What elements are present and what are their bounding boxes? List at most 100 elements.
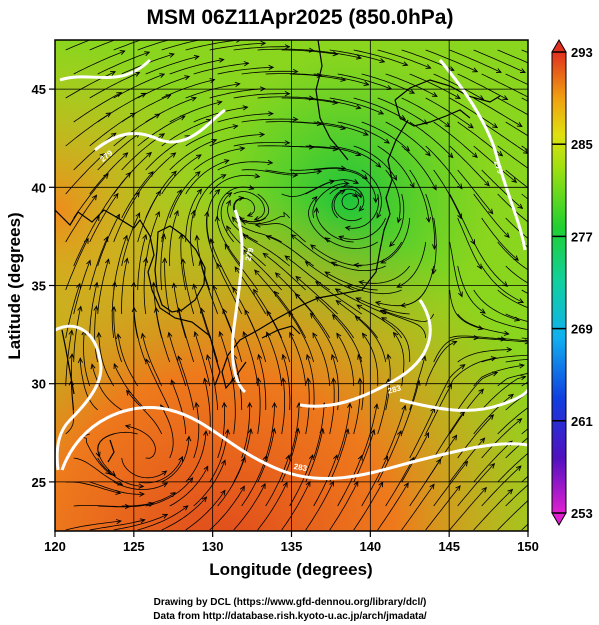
streamline [481, 73, 528, 98]
streamline [257, 96, 314, 99]
streamline-arrowhead [376, 212, 382, 219]
streamline [497, 452, 528, 483]
streamline-arrowhead [253, 288, 259, 295]
streamline [377, 430, 402, 483]
streamline [359, 265, 411, 284]
streamline-arrowhead [497, 150, 504, 157]
streamline [98, 332, 115, 387]
streamline-arrowhead [280, 377, 287, 384]
streamline [457, 372, 498, 411]
x-tick-label: 125 [123, 539, 145, 554]
streamline [169, 59, 224, 75]
streamline-arrowhead [113, 192, 119, 199]
streamline [137, 115, 186, 147]
gridlines [55, 40, 528, 531]
streamline [206, 354, 219, 411]
streamline [199, 260, 219, 315]
streamline-arrowhead [110, 470, 116, 477]
streamline [362, 333, 379, 387]
streamline-arrowhead [292, 68, 299, 75]
streamline-arrowhead [96, 331, 102, 338]
streamline-arrowhead [159, 73, 166, 79]
streamline-arrowhead [330, 261, 337, 267]
streamline-arrowhead [379, 58, 386, 64]
streamline [193, 284, 211, 339]
colorbar: 293 285 277 269 261 253 [551, 39, 593, 526]
streamline-arrowhead [218, 330, 224, 337]
streamline-arrowhead [294, 293, 301, 299]
streamline-arrowhead [343, 180, 350, 187]
streamline [345, 193, 380, 229]
chart-title: MSM 06Z11Apr2025 (850.0hPa) [147, 6, 454, 29]
streamline [217, 402, 226, 459]
streamline-arrowhead [431, 268, 437, 275]
streamline-arrowhead [305, 377, 311, 384]
streamline-arrowhead [536, 273, 541, 277]
streamline-arrowhead [573, 340, 578, 344]
contour-label: 283 [293, 462, 308, 473]
streamline [305, 97, 361, 109]
streamline [497, 500, 528, 531]
streamline-arrowhead [134, 71, 141, 77]
streamline [89, 72, 140, 99]
streamline [291, 234, 338, 267]
streamline-arrowhead [162, 513, 169, 519]
streamline [243, 331, 259, 387]
streamline [289, 332, 307, 387]
streamline [288, 311, 315, 363]
streamline [382, 310, 435, 322]
streamline-arrowhead [457, 213, 462, 220]
streamline [233, 142, 290, 147]
streamline [160, 234, 165, 291]
streamline [336, 333, 355, 387]
streamline [241, 211, 290, 225]
streamline-arrowhead [83, 237, 89, 244]
streamline-arrowhead [535, 226, 540, 230]
streamline [457, 217, 482, 269]
streamline-arrowhead [315, 281, 321, 287]
streamline [89, 40, 116, 51]
streamline-arrowhead [113, 29, 118, 33]
streamline [113, 306, 123, 363]
streamline-arrowhead [266, 310, 272, 317]
streamline-arrowhead [447, 152, 454, 159]
streamline [185, 431, 207, 483]
streamline-arrowhead [543, 311, 548, 315]
streamline [433, 364, 466, 411]
streamline [161, 40, 201, 51]
streamline [169, 171, 201, 219]
streamline-arrowhead [425, 150, 431, 157]
streamline-arrowhead [309, 312, 316, 319]
streamline-arrowhead [254, 222, 261, 228]
streamline-arrowhead [146, 151, 152, 158]
streamline [217, 161, 273, 171]
streamline [117, 334, 139, 387]
streamline-arrowhead [113, 363, 119, 370]
streamline [457, 313, 509, 335]
streamline [401, 145, 437, 190]
streamline-arrowhead [284, 44, 291, 50]
streamline [141, 333, 163, 387]
streamline-arrowhead [260, 482, 266, 489]
streamline-arrowhead [542, 468, 547, 473]
streamline-arrowhead [459, 364, 466, 370]
streamline-arrowhead [544, 422, 549, 426]
streamline [241, 169, 298, 176]
streamline-arrowhead [171, 170, 177, 177]
streamline [310, 313, 339, 363]
streamline-arrowhead [254, 269, 260, 276]
streamline [432, 217, 437, 274]
streamline [505, 121, 528, 137]
streamline-arrowhead [248, 185, 255, 191]
streamline-arrowhead [142, 233, 148, 240]
streamline [337, 169, 377, 203]
streamline-arrowhead [214, 215, 220, 222]
streamline [449, 289, 483, 330]
streamline-arrowhead [247, 427, 253, 434]
streamline-arrowhead [488, 208, 494, 215]
streamline [65, 40, 91, 51]
streamline-arrowhead [180, 258, 186, 264]
streamline [217, 113, 273, 123]
streamline [324, 271, 378, 291]
streamline [505, 313, 528, 323]
